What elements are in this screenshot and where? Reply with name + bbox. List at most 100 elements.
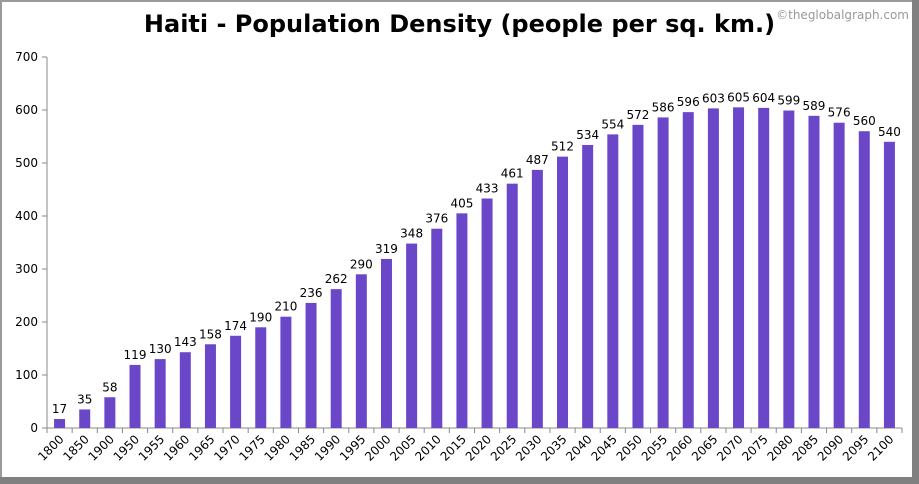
bar (506, 183, 518, 428)
x-tick-label: 2080 (764, 432, 795, 463)
x-tick-label: 2045 (588, 432, 619, 463)
y-tick-label: 100 (15, 368, 38, 382)
x-tick-label: 1985 (287, 432, 318, 463)
bar (406, 243, 418, 428)
bar (230, 335, 242, 428)
bar (858, 131, 870, 428)
x-tick-label: 2035 (538, 432, 569, 463)
data-label: 143 (174, 335, 197, 349)
data-label: 534 (576, 128, 599, 142)
y-tick-label: 600 (15, 103, 38, 117)
x-tick-label: 2095 (840, 432, 871, 463)
x-tick-label: 2060 (664, 432, 695, 463)
data-label: 35 (77, 392, 92, 406)
x-tick-label: 1975 (236, 432, 267, 463)
bar (355, 274, 367, 428)
data-label: 461 (501, 167, 524, 181)
data-label: 560 (853, 114, 876, 128)
x-tick-label: 2040 (563, 432, 594, 463)
data-label: 599 (777, 94, 800, 108)
data-label: 596 (677, 95, 700, 109)
x-tick-label: 1850 (60, 432, 91, 463)
data-label: 290 (350, 257, 373, 271)
data-label: 487 (526, 153, 549, 167)
x-tick-label: 1980 (262, 432, 293, 463)
data-label: 605 (727, 90, 750, 104)
data-label: 17 (52, 402, 67, 416)
bar (682, 112, 694, 429)
y-tick-label: 400 (15, 209, 38, 223)
bar (783, 110, 795, 428)
x-tick-label: 2050 (614, 432, 645, 463)
data-label: 433 (476, 182, 499, 196)
data-label: 512 (551, 140, 574, 154)
bar (733, 107, 745, 428)
y-tick-label: 500 (15, 156, 38, 170)
data-label: 130 (149, 342, 172, 356)
bar (154, 359, 166, 428)
x-tick-label: 1995 (337, 432, 368, 463)
x-tick-label: 2055 (639, 432, 670, 463)
data-label: 405 (450, 196, 473, 210)
data-label: 119 (124, 348, 147, 362)
bar (380, 258, 392, 428)
data-label: 586 (652, 100, 675, 114)
data-label: 554 (601, 117, 624, 131)
x-tick-label: 2100 (865, 432, 896, 463)
x-tick-label: 1955 (136, 432, 167, 463)
data-label: 190 (249, 310, 272, 324)
bar (330, 289, 342, 428)
x-tick-label: 2090 (815, 432, 846, 463)
bar (808, 115, 820, 428)
x-tick-label: 2025 (488, 432, 519, 463)
chart-title: Haiti - Population Density (people per s… (143, 10, 776, 38)
x-tick-label: 1960 (161, 432, 192, 463)
x-tick-label: 1965 (186, 432, 217, 463)
y-tick-label: 200 (15, 315, 38, 329)
data-label: 376 (425, 212, 448, 226)
x-tick-label: 2010 (412, 432, 443, 463)
x-tick-label: 1970 (211, 432, 242, 463)
bar (657, 117, 669, 429)
bar (280, 316, 292, 428)
data-label: 58 (102, 380, 117, 394)
bar (179, 352, 191, 428)
bar (883, 141, 895, 429)
bar (129, 364, 141, 428)
bar (557, 156, 569, 428)
data-label: 319 (375, 242, 398, 256)
x-tick-label: 1900 (85, 432, 116, 463)
x-tick-label: 2015 (438, 432, 469, 463)
bar (79, 409, 91, 428)
bar (481, 198, 493, 428)
watermark: ©theglobalgraph.com (776, 8, 909, 22)
bar (431, 228, 443, 428)
x-tick-label: 2085 (790, 432, 821, 463)
bar (204, 344, 216, 428)
x-tick-label: 2075 (739, 432, 770, 463)
bar (582, 144, 594, 429)
x-tick-label: 2065 (689, 432, 720, 463)
data-label: 262 (325, 272, 348, 286)
bar (531, 169, 543, 428)
y-tick-label: 0 (30, 421, 38, 435)
bar (456, 213, 468, 428)
data-label: 348 (400, 227, 423, 241)
data-label: 572 (627, 108, 650, 122)
data-label: 589 (803, 99, 826, 113)
x-tick-label: 2030 (513, 432, 544, 463)
bar (104, 397, 116, 428)
x-tick-label: 2070 (714, 432, 745, 463)
x-tick-label: 2000 (362, 432, 393, 463)
bar (758, 107, 770, 428)
data-label: 210 (274, 300, 297, 314)
data-label: 540 (878, 125, 901, 139)
x-tick-label: 2020 (463, 432, 494, 463)
y-tick-label: 300 (15, 262, 38, 276)
bar (707, 108, 719, 428)
data-label: 576 (828, 106, 851, 120)
x-tick-label: 2005 (387, 432, 418, 463)
x-tick-label: 1950 (111, 432, 142, 463)
bar (833, 122, 845, 428)
